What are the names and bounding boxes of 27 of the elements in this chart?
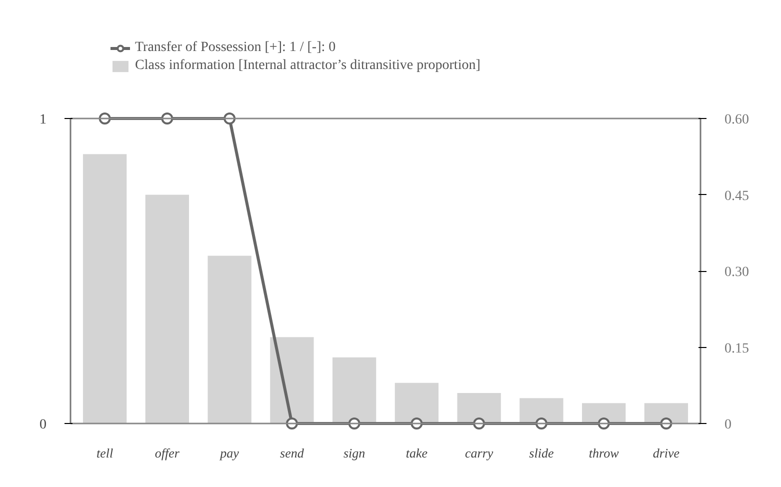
- legend-label: Class information [Internal attractor’s ditransitive proportion]: [135, 58, 480, 74]
- x-tick-label: slide: [529, 446, 554, 460]
- y-tick-label: 1: [40, 112, 46, 128]
- bar: [145, 194, 190, 424]
- x-tick-label: tell: [96, 446, 114, 460]
- y2-tick-label: 0: [724, 418, 732, 432]
- y2-tick-label: 0.15: [724, 341, 749, 356]
- x-tick-label: offer: [154, 446, 180, 460]
- y2-tick-label: 0.60: [724, 112, 749, 128]
- y2-tick-label: 0.30: [724, 265, 749, 280]
- bar: [270, 337, 314, 424]
- legend-label: Transfer of Possession [+]: 1 / [-]: 0: [135, 40, 336, 56]
- bar: [457, 393, 501, 424]
- x-tick-label: sign: [343, 446, 366, 460]
- x-tick-label: send: [280, 446, 304, 460]
- bar: [82, 154, 127, 424]
- x-tick-label: carry: [464, 446, 494, 460]
- x-tick-label: throw: [588, 446, 620, 460]
- x-tick-label: take: [406, 446, 428, 460]
- x-tick-label: drive: [652, 446, 680, 460]
- bar: [644, 403, 688, 424]
- x-tick-label: pay: [219, 446, 240, 460]
- bar: [520, 398, 564, 424]
- bar: [208, 256, 252, 424]
- y2-tick-label: 0.45: [724, 188, 749, 204]
- bar: [394, 382, 439, 424]
- bar: [332, 357, 376, 424]
